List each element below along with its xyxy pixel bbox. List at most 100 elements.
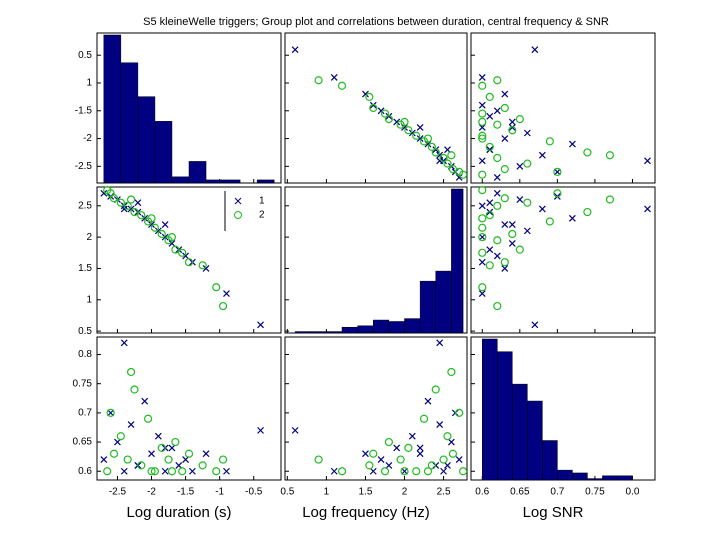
scatter-point (377, 107, 385, 115)
scatter-point (493, 236, 502, 245)
hist-bar (256, 179, 275, 184)
scatter-point (404, 443, 413, 452)
scatter-point (500, 165, 509, 174)
x-tick-label: 0.65 (510, 487, 530, 498)
scatter-point (478, 131, 487, 140)
scatter-point (516, 196, 524, 203)
scatter-point (644, 157, 651, 165)
scatter-point (478, 81, 487, 90)
scatter-point (501, 135, 509, 142)
scatter-point (523, 159, 532, 168)
scatter-point (500, 258, 509, 267)
scatter-point (440, 467, 447, 475)
scatter-point (493, 107, 501, 115)
axis-label: Log SNR (523, 504, 584, 521)
scatter-point (508, 229, 517, 239)
scatter-point (167, 233, 177, 242)
scatter-point (644, 205, 651, 213)
scatter-point (362, 90, 369, 98)
scatter-point (447, 367, 456, 377)
scatter-point (583, 148, 592, 157)
scatter-point (182, 252, 190, 260)
scatter-point (478, 248, 487, 257)
scatter-point (605, 151, 615, 160)
scatter-point (202, 265, 210, 272)
scatter-point (501, 90, 509, 98)
y-tick-label: 1 (86, 78, 92, 89)
scatter-point (478, 117, 487, 126)
scatter-point (508, 239, 516, 247)
scatter-point (130, 385, 139, 394)
scatter-point (184, 449, 194, 458)
scatter-point (500, 103, 509, 113)
hist-bar (294, 331, 312, 334)
scatter-point (423, 134, 433, 143)
scatter-point (439, 153, 448, 163)
scatter-point (103, 467, 112, 476)
scatter-point (212, 283, 221, 292)
y-tick-label: 0.5 (78, 50, 92, 61)
scatter-point (523, 227, 531, 235)
scatter-point (486, 146, 494, 154)
scatter-point (448, 449, 458, 458)
scatter-point (427, 142, 436, 151)
scatter-point (444, 461, 451, 469)
scatter-point (431, 385, 440, 394)
scatter-point (164, 455, 173, 464)
scatter-point (314, 76, 323, 85)
scatter-point (501, 265, 509, 272)
scatter-point (478, 283, 487, 292)
panel-frame (96, 336, 282, 481)
panel-frame (470, 186, 656, 334)
hist-bar (205, 179, 224, 184)
scatter-point (436, 421, 444, 428)
x-tick-label: 0.7 (550, 487, 564, 498)
scatter-point (432, 146, 440, 154)
scatter-point (485, 92, 494, 101)
scatter-point (384, 115, 393, 124)
hist-bar (137, 96, 156, 184)
scatter-point (109, 449, 119, 458)
x-tick-label: 2.5 (437, 487, 451, 498)
scatter-point (137, 461, 146, 470)
x-tick-label: -2 (147, 487, 156, 498)
scatter-point (400, 117, 409, 126)
y-tick-label: 0.75 (73, 378, 93, 389)
y-tick-label: 0.6 (78, 466, 92, 477)
scatter-point (291, 46, 299, 54)
scatter-point (365, 461, 374, 470)
scatter-point (447, 151, 456, 160)
x-tick-label: 0.6 (475, 487, 489, 498)
scatter-point (120, 339, 128, 347)
scatter-point (147, 214, 156, 223)
scatter-point (493, 120, 502, 129)
scatter-point (393, 444, 401, 452)
scatter-point (150, 467, 160, 476)
scatter-point (126, 195, 136, 204)
scatter-point (478, 157, 486, 165)
x-tick-label: 2 (402, 487, 408, 498)
scatter-point (218, 301, 228, 311)
scatter-point (396, 455, 405, 464)
scatter-point (478, 186, 487, 195)
scatter-point (123, 455, 132, 464)
scatter-point (377, 456, 385, 463)
scatter-point (404, 126, 413, 135)
scatter-point (178, 467, 187, 476)
scatter-point (141, 214, 149, 222)
y-tick-label: 1.5 (78, 263, 92, 274)
scatter-point (100, 456, 108, 463)
hist-bar (557, 469, 573, 481)
scatter-point (478, 233, 487, 242)
scatter-point (380, 467, 390, 476)
scatter-point (500, 194, 509, 203)
scatter-point (223, 290, 230, 297)
scatter-point (478, 101, 486, 109)
scatter-point (443, 159, 452, 168)
scatter-point (447, 438, 455, 446)
scatter-point (493, 201, 502, 210)
hist-bar (373, 319, 390, 334)
scatter-point (408, 432, 416, 440)
